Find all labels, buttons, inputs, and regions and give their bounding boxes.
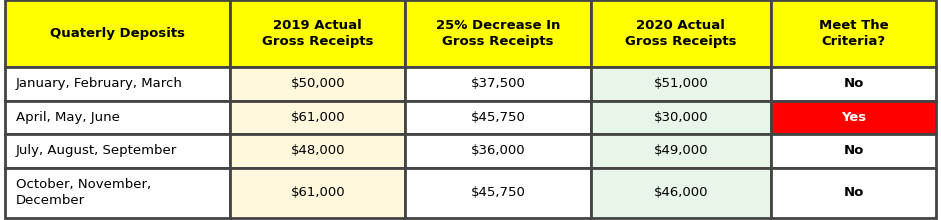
Bar [771,101,936,134]
Text: No: No [843,144,864,157]
Text: 25% Decrease In
Gross Receipts: 25% Decrease In Gross Receipts [436,19,560,48]
Text: April, May, June: April, May, June [16,111,120,124]
Text: October, November,
December: October, November, December [16,178,152,207]
Bar [231,168,406,218]
Text: Quaterly Deposits: Quaterly Deposits [50,27,184,40]
Text: 2020 Actual
Gross Receipts: 2020 Actual Gross Receipts [625,19,737,48]
Text: $36,000: $36,000 [470,144,525,157]
Bar [5,134,231,168]
Text: $61,000: $61,000 [291,111,345,124]
Bar [406,67,591,101]
Bar [771,168,936,218]
Text: $61,000: $61,000 [291,186,345,199]
Bar [5,0,231,67]
Bar [771,67,936,101]
Text: $48,000: $48,000 [291,144,345,157]
Text: $50,000: $50,000 [291,77,345,90]
Bar [406,134,591,168]
Text: $45,750: $45,750 [470,186,525,199]
Bar [771,134,936,168]
Bar [406,101,591,134]
Bar [771,0,936,67]
Text: $46,000: $46,000 [654,186,709,199]
Bar [231,101,406,134]
Text: $30,000: $30,000 [654,111,709,124]
Text: Meet The
Criteria?: Meet The Criteria? [819,19,888,48]
Text: $51,000: $51,000 [653,77,709,90]
Bar [591,134,771,168]
Bar [231,0,406,67]
Text: $37,500: $37,500 [470,77,525,90]
Text: January, February, March: January, February, March [16,77,183,90]
Text: $45,750: $45,750 [470,111,525,124]
Bar [591,168,771,218]
Bar [231,67,406,101]
Bar [406,0,591,67]
Bar [5,168,231,218]
Text: 2019 Actual
Gross Receipts: 2019 Actual Gross Receipts [262,19,374,48]
Text: Yes: Yes [841,111,867,124]
Bar [591,67,771,101]
Text: No: No [843,77,864,90]
Text: $49,000: $49,000 [654,144,709,157]
Text: July, August, September: July, August, September [16,144,177,157]
Bar [5,67,231,101]
Bar [231,134,406,168]
Bar [406,168,591,218]
Text: No: No [843,186,864,199]
Bar [5,101,231,134]
Bar [591,0,771,67]
Bar [591,101,771,134]
